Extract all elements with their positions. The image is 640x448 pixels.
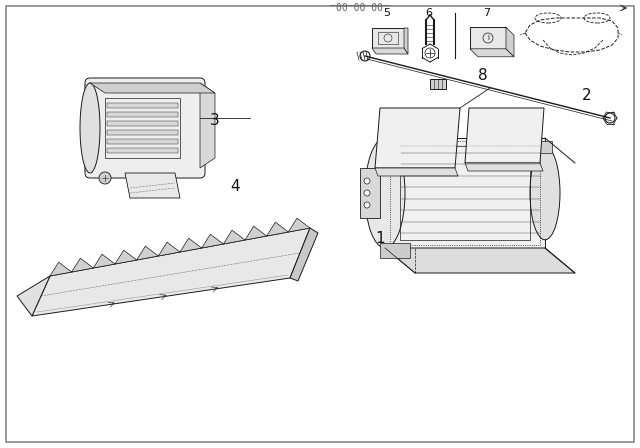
Ellipse shape (530, 146, 560, 240)
Polygon shape (506, 27, 514, 57)
Polygon shape (115, 250, 137, 264)
Bar (390, 141, 540, 245)
Polygon shape (289, 218, 310, 232)
Bar (107, 130, 178, 135)
Circle shape (364, 178, 370, 184)
Bar (360, 168, 380, 218)
Bar (107, 103, 178, 108)
Bar (107, 139, 178, 144)
Bar (385, 138, 545, 248)
Polygon shape (465, 163, 543, 171)
Ellipse shape (80, 83, 100, 173)
Polygon shape (137, 246, 158, 260)
Polygon shape (72, 258, 93, 272)
Bar (107, 148, 178, 153)
Text: 5: 5 (383, 8, 390, 18)
Bar (107, 112, 178, 117)
Bar (470, 27, 506, 49)
Circle shape (99, 172, 111, 184)
Text: 3: 3 (210, 113, 220, 128)
Polygon shape (223, 230, 245, 244)
Text: 2: 2 (582, 88, 591, 103)
Text: 1: 1 (375, 231, 385, 246)
Polygon shape (380, 243, 410, 258)
Polygon shape (125, 173, 180, 198)
Polygon shape (372, 48, 408, 54)
Polygon shape (465, 108, 544, 163)
Polygon shape (90, 83, 215, 93)
Polygon shape (50, 262, 72, 276)
Ellipse shape (365, 138, 405, 248)
Polygon shape (290, 228, 318, 281)
Text: 4: 4 (230, 178, 240, 194)
Polygon shape (245, 226, 267, 240)
FancyBboxPatch shape (85, 78, 205, 178)
Text: 6: 6 (425, 8, 432, 18)
Polygon shape (200, 83, 215, 168)
Polygon shape (375, 108, 460, 168)
Bar (430, 79, 446, 89)
Polygon shape (158, 242, 180, 256)
Circle shape (364, 190, 370, 196)
Polygon shape (375, 168, 458, 176)
Circle shape (364, 202, 370, 208)
Bar (400, 146, 530, 240)
Bar (540, 141, 552, 153)
Polygon shape (470, 49, 514, 57)
Text: I: I (487, 35, 489, 41)
FancyBboxPatch shape (372, 28, 404, 48)
Polygon shape (202, 234, 223, 248)
Polygon shape (32, 228, 310, 316)
Polygon shape (385, 248, 575, 273)
Polygon shape (180, 238, 202, 252)
Text: 00 00 00: 00 00 00 (337, 3, 383, 13)
Polygon shape (93, 254, 115, 268)
Bar (105, 98, 180, 158)
Bar (107, 121, 178, 126)
Polygon shape (17, 276, 50, 316)
Text: 7: 7 (483, 8, 490, 18)
Text: 8: 8 (478, 68, 488, 83)
Polygon shape (267, 222, 289, 236)
Polygon shape (404, 28, 408, 54)
Bar (378, 32, 398, 44)
